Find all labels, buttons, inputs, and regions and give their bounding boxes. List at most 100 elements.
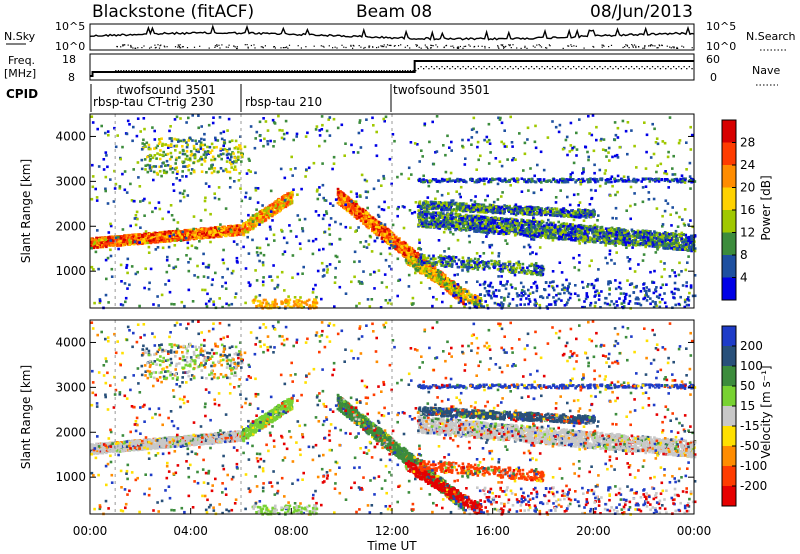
power-cell: [156, 238, 159, 242]
nave-dot: [204, 70, 206, 72]
nave-dot: [501, 68, 504, 70]
noise-search-dot: [154, 44, 156, 46]
nave-dot: [615, 66, 617, 68]
power-cell: [388, 229, 391, 233]
power-cell: [160, 238, 163, 242]
power-cell: [233, 233, 236, 237]
noise-search-dot: [632, 45, 634, 47]
noise-search-dot: [218, 44, 220, 46]
power-cell: [361, 208, 364, 212]
nave-dot: [209, 70, 212, 72]
nave-dot: [244, 70, 246, 72]
noise-search-dot: [164, 46, 166, 48]
noise-search-dot: [573, 45, 575, 47]
nave-dot: [417, 68, 419, 70]
nave-dot: [236, 70, 238, 72]
nave-dot: [388, 70, 391, 72]
power-cell: [156, 233, 159, 236]
power-cell: [265, 207, 269, 210]
noise-search-dot: [488, 47, 490, 49]
power-cell: [414, 255, 418, 259]
power-cell: [128, 243, 131, 246]
power-cell: [95, 244, 99, 247]
power-cell: [236, 226, 240, 229]
power-cell: [286, 204, 289, 207]
noise-search-dot: [474, 45, 476, 48]
power-cell: [181, 237, 184, 241]
noise-search-dot: [625, 44, 627, 46]
nsearch-tick-top: 10^5: [706, 20, 736, 33]
nsearch-label: N.Search: [746, 30, 796, 43]
nave-dot: [233, 70, 235, 72]
nave-dot: [459, 68, 462, 70]
noise-search-dot: [652, 45, 654, 47]
noise-search-dot: [638, 46, 640, 48]
noise-search-dot: [427, 47, 429, 50]
power-cell: [271, 213, 274, 217]
power-cell: [223, 234, 227, 238]
nave-dot: [159, 70, 162, 72]
power-cell: [373, 223, 376, 226]
nave-dot: [162, 70, 164, 72]
nave-dot: [202, 70, 204, 72]
power-cell: [178, 233, 182, 237]
power-cell: [177, 229, 180, 233]
power-cell: [163, 232, 166, 236]
power-cell: [435, 276, 439, 280]
noise-search-dot: [363, 47, 365, 49]
nave-dot: [483, 66, 485, 68]
nave-dot: [354, 70, 356, 72]
nave-dot: [525, 66, 527, 68]
noise-search-dot: [297, 45, 299, 47]
power-cell: [383, 233, 387, 236]
power-cell: [107, 242, 110, 245]
power-cell: [455, 291, 458, 295]
noise-search-dot: [341, 44, 343, 46]
noise-search-dot: [285, 46, 287, 49]
power-cell: [135, 240, 139, 244]
nave-dot: [491, 68, 493, 70]
nave-dot: [138, 70, 141, 72]
nave-dot: [436, 66, 438, 68]
power-cell: [219, 232, 222, 236]
nave-dot: [207, 70, 209, 72]
noise-search-dot: [677, 47, 679, 49]
nave-dot: [612, 68, 614, 70]
noise-search-dot: [642, 47, 644, 49]
nave-dot: [570, 68, 572, 70]
nave-dot: [680, 68, 683, 70]
power-cell: [424, 267, 428, 271]
noise-search-dot: [497, 46, 499, 48]
power-cell: [245, 227, 249, 231]
power-cell: [235, 229, 239, 233]
power-cell: [174, 231, 178, 234]
noise-search-dot: [431, 44, 433, 47]
noise-search-dot: [385, 46, 387, 48]
power-cell: [411, 253, 414, 257]
power-cell: [281, 198, 285, 201]
noise-search-dot: [651, 44, 653, 46]
power-cell: [154, 231, 157, 235]
beam-title: Beam 08: [356, 2, 432, 22]
noise-search-dot: [608, 46, 610, 48]
nave-dot: [428, 68, 430, 70]
power-cell: [118, 238, 121, 241]
power-cell: [277, 198, 281, 202]
cpid-mode-2: rbsp-tau CT-trig 230: [93, 95, 213, 109]
power-cell: [342, 206, 346, 209]
power-cell: [253, 216, 256, 220]
power-cell: [372, 228, 376, 231]
power-cell: [237, 224, 240, 227]
noise-search-dot: [260, 46, 262, 48]
power-cell: [105, 243, 109, 246]
power-cell: [367, 218, 370, 222]
power-cell: [215, 227, 219, 231]
nave-dot: [515, 66, 517, 68]
nave-dot: [338, 70, 341, 72]
nave-dot: [607, 68, 609, 70]
power-cell: [158, 236, 162, 240]
power-cell: [254, 222, 258, 225]
power-cell: [143, 240, 146, 243]
noise-search-dot: [504, 46, 506, 48]
